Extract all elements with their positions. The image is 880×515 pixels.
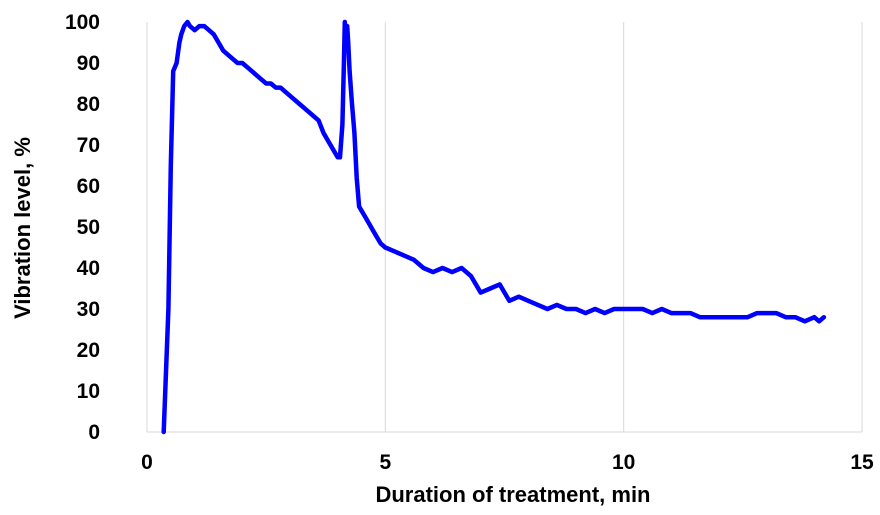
y-tick-label: 10 (77, 380, 100, 403)
y-tick-label: 70 (77, 134, 100, 157)
gridlines (384, 22, 863, 432)
x-tick-label: 5 (379, 451, 391, 474)
y-tick-label: 40 (77, 257, 100, 280)
axes (146, 22, 862, 433)
y-tick-labels: 0 10 20 30 40 50 60 70 80 90 100 (65, 11, 100, 444)
y-tick-label: 30 (77, 298, 100, 321)
y-tick-label: 0 (88, 421, 100, 444)
x-tick-labels: 0 5 10 15 (141, 451, 874, 474)
series-line (161, 19, 827, 435)
x-tick-label: 10 (612, 451, 635, 474)
x-tick-label: 15 (850, 451, 874, 474)
x-tick-label: 0 (141, 451, 153, 474)
x-axis-title: Duration of treatment, min (375, 482, 650, 507)
y-tick-label: 20 (77, 339, 100, 362)
y-tick-label: 50 (77, 216, 100, 239)
y-axis-title: Vibration level, % (10, 137, 35, 319)
y-tick-label: 60 (77, 175, 100, 198)
y-tick-label: 100 (65, 11, 100, 34)
data-series (161, 19, 827, 435)
y-tick-label: 80 (77, 93, 100, 116)
y-tick-label: 90 (77, 52, 100, 75)
